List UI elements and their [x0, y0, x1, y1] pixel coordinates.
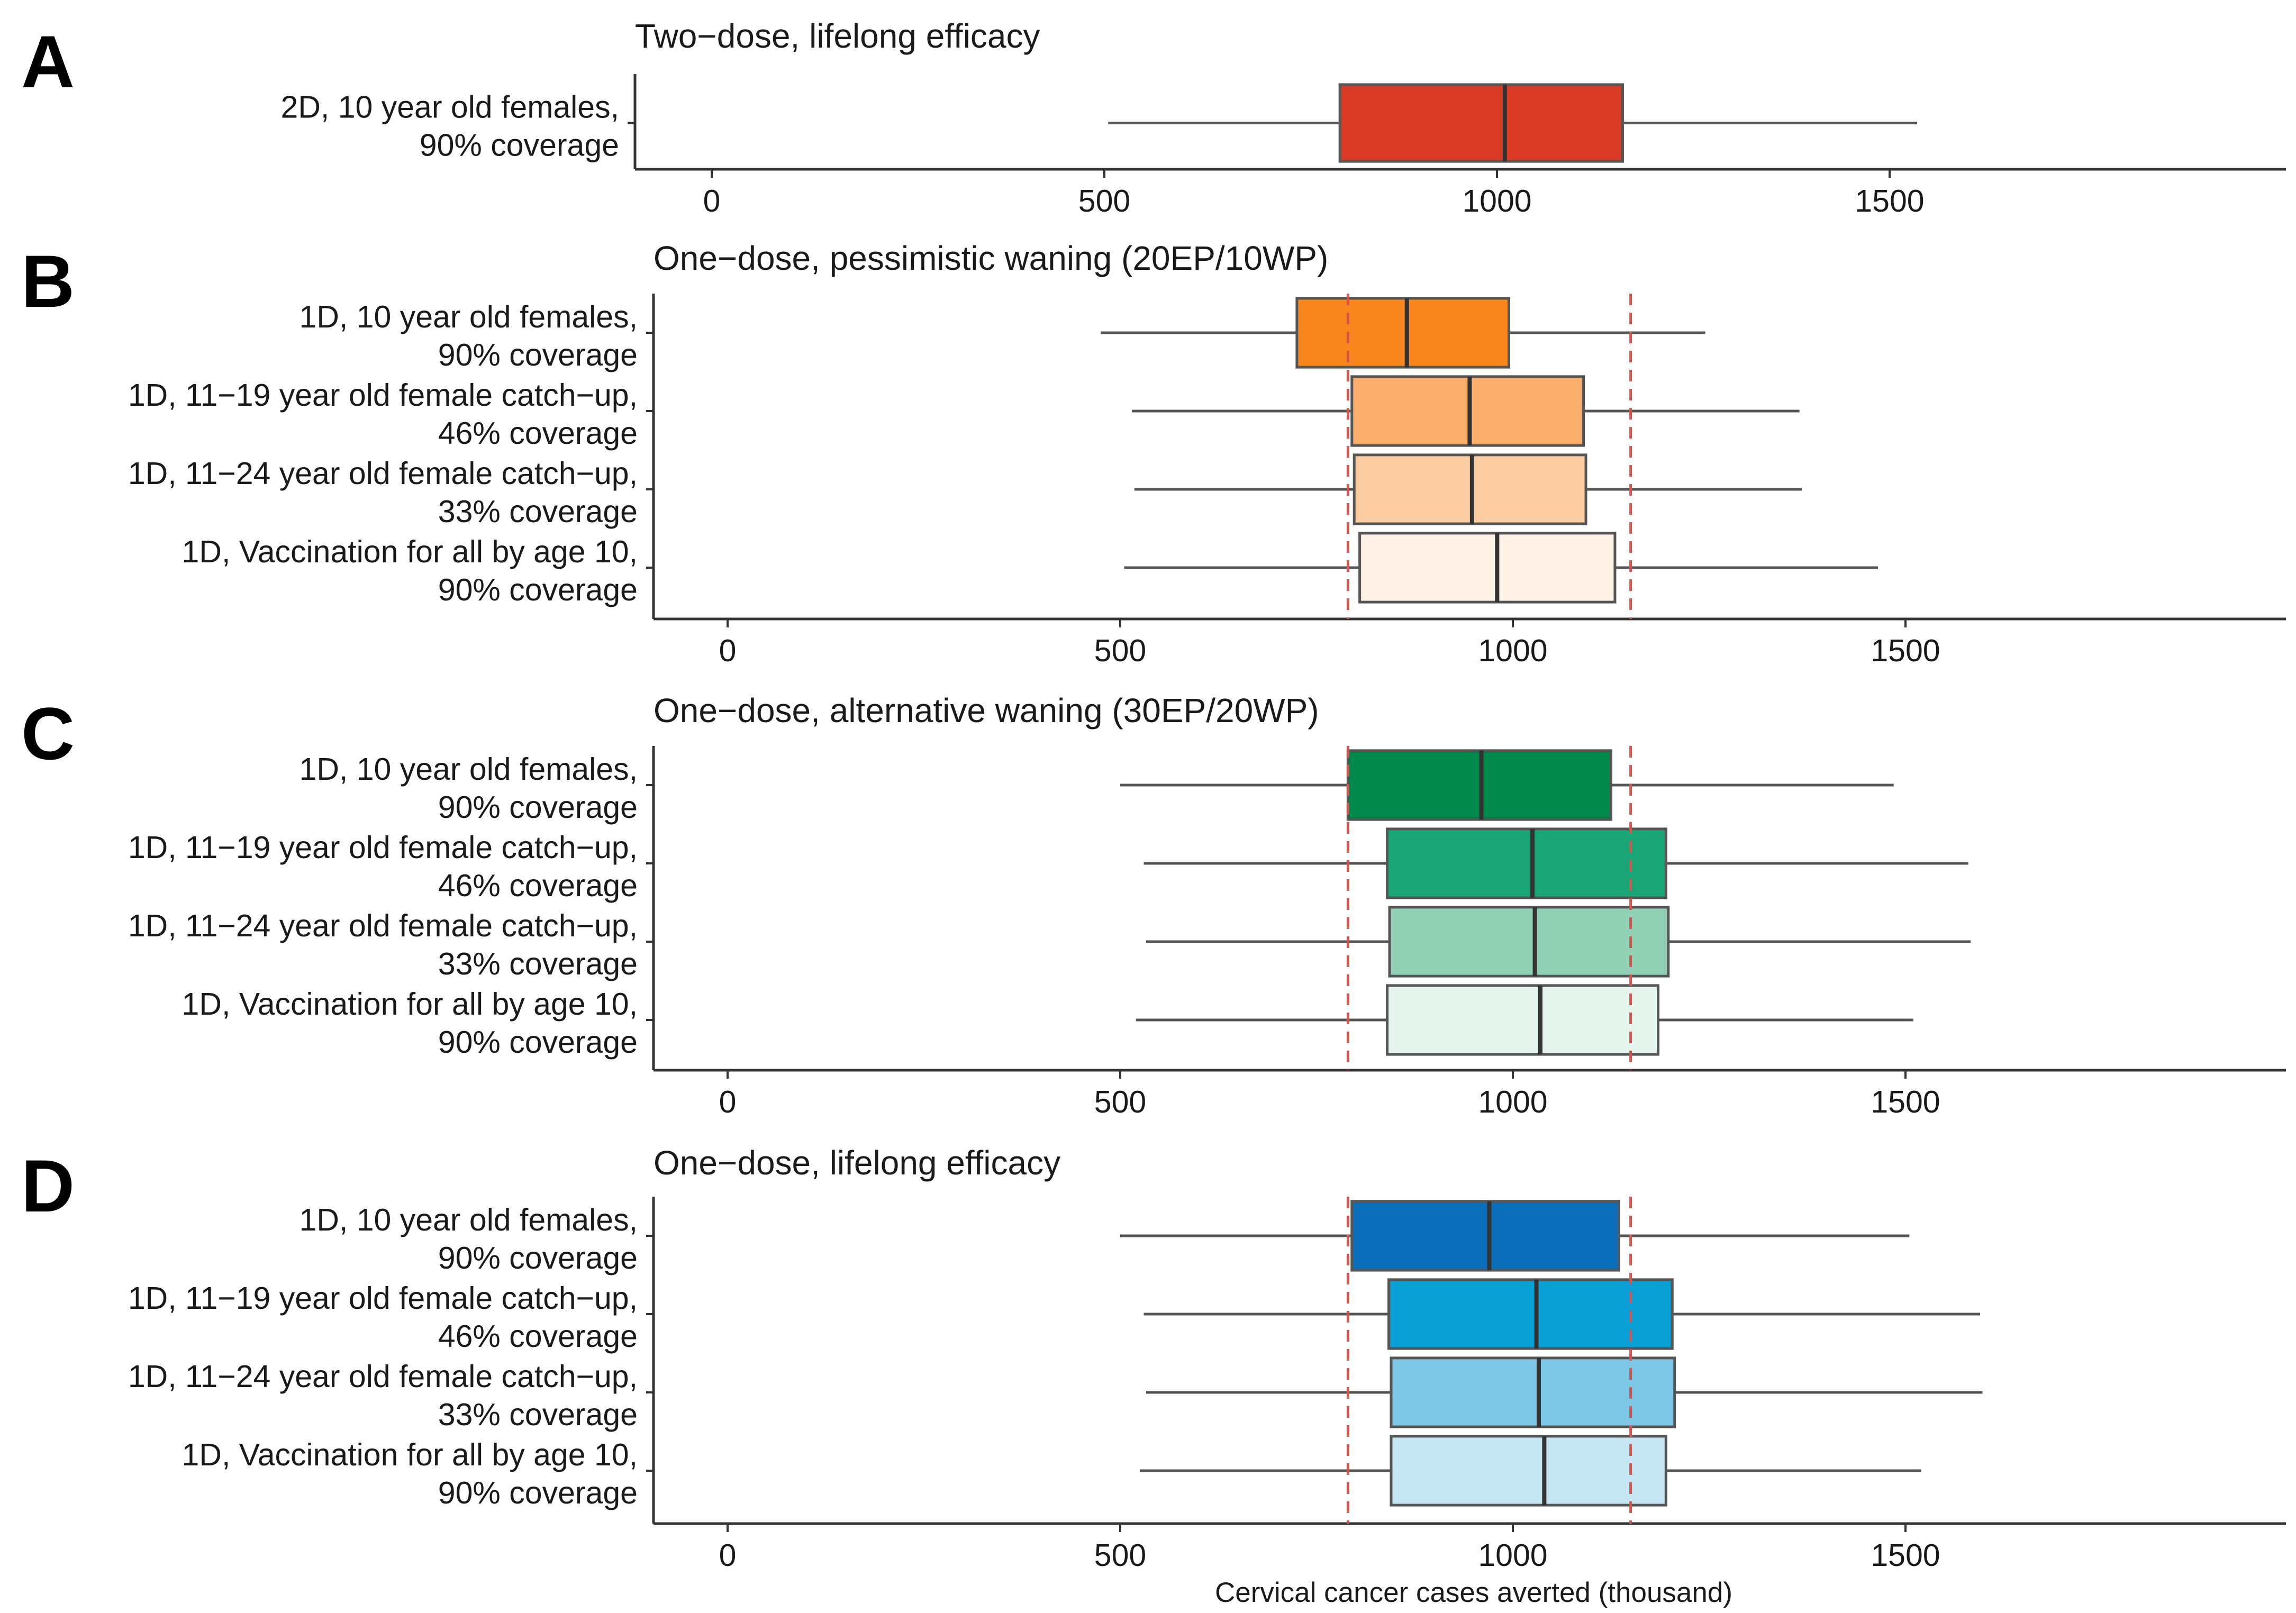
x-tick-label: 1500	[1855, 184, 1924, 218]
panel-letter: A	[21, 20, 75, 103]
x-tick-label: 0	[719, 633, 737, 668]
category-label-line1: 2D, 10 year old females,	[281, 90, 620, 125]
panel-title: One−dose, lifelong efficacy	[654, 1144, 1060, 1182]
x-tick-label: 1000	[1478, 633, 1547, 668]
x-tick-label: 500	[1078, 184, 1130, 218]
category-label-line2: 90% coverage	[438, 1241, 638, 1275]
category-label-line2: 33% coverage	[438, 946, 638, 981]
category-label-line2: 90% coverage	[438, 1475, 638, 1510]
category-label-line1: 1D, 11−24 year old female catch−up,	[128, 1359, 638, 1394]
category-label-line1: 1D, 10 year old females,	[300, 1202, 638, 1237]
category-label-line1: 1D, 11−24 year old female catch−up,	[128, 456, 638, 491]
x-tick-label: 0	[703, 184, 721, 218]
panel-letter: C	[21, 692, 75, 775]
panel-d: D One−dose, lifelong efficacy 0 500 1000 1500…	[21, 1144, 2286, 1608]
category-label-line1: 1D, 11−19 year old female catch−up,	[128, 830, 638, 865]
category-label-line1: 1D, 11−19 year old female catch−up,	[128, 1281, 638, 1316]
box-iqr	[1350, 1200, 1620, 1272]
category-label-line2: 90% coverage	[438, 1025, 638, 1060]
panel-a: A Two−dose, lifelong efficacy 0 500 1000 1500…	[21, 17, 2286, 218]
category-label-line2: 90% coverage	[438, 338, 638, 372]
category-label-line2: 33% coverage	[438, 1397, 638, 1432]
box-iqr	[1390, 1356, 1676, 1428]
panel-b: B One−dose, pessimistic waning (20EP/10WP…	[21, 239, 2286, 668]
box-row: 1D, 11−24 year old female catch−up,33% c…	[128, 453, 1802, 529]
category-label-line1: 1D, Vaccination for all by age 10,	[182, 987, 638, 1022]
x-tick-label: 1500	[1871, 1538, 1940, 1573]
panel-letter: B	[21, 240, 75, 323]
box-row: 1D, 10 year old females, 90% coverage	[300, 1200, 1910, 1275]
x-tick-label: 0	[719, 1538, 737, 1573]
x-tick-label: 500	[1094, 1538, 1146, 1573]
x-tick-label: 500	[1094, 633, 1146, 668]
category-label-line1: 1D, Vaccination for all by age 10,	[182, 1437, 638, 1472]
panel-c: C One−dose, alternative waning (30EP/20WP…	[21, 691, 2286, 1119]
category-label-line2: 46% coverage	[438, 416, 638, 451]
panel-letter: D	[21, 1144, 75, 1227]
panel-title: Two−dose, lifelong efficacy	[635, 17, 1040, 55]
x-tick-label: 1000	[1478, 1538, 1547, 1573]
category-label-line2: 90% coverage	[438, 572, 638, 607]
box-row: 1D, 11−19 year old female catch−up,46% c…	[128, 827, 1968, 903]
box-row: 1D, Vaccination for all by age 10,90% co…	[182, 984, 1913, 1060]
panel-title: One−dose, pessimistic waning (20EP/10WP)	[654, 239, 1328, 277]
category-label-line2: 46% coverage	[438, 868, 638, 903]
category-label-line2: 46% coverage	[438, 1319, 638, 1354]
x-tick-label: 1000	[1478, 1085, 1547, 1119]
box-iqr	[1387, 1278, 1674, 1350]
box-iqr	[1388, 906, 1670, 978]
box-iqr	[1338, 83, 1624, 163]
box-row: 1D, 11−24 year old female catch−up,33% c…	[128, 1356, 1983, 1432]
category-label-line1: 1D, 10 year old females,	[300, 752, 638, 787]
x-tick-label: 1000	[1462, 184, 1531, 218]
box-row: 1D, Vaccination for all by age 10,90% co…	[182, 1435, 1921, 1510]
category-label-line2: 90% coverage	[420, 128, 619, 163]
box-iqr	[1358, 532, 1617, 604]
box-iqr	[1386, 984, 1660, 1056]
category-label-line1: 1D, 10 year old females,	[300, 299, 638, 334]
category-label-line1: 1D, Vaccination for all by age 10,	[182, 534, 638, 569]
x-tick-label: 500	[1094, 1085, 1146, 1119]
panel-title: One−dose, alternative waning (30EP/20WP)	[654, 691, 1319, 730]
category-label-line1: 1D, 11−24 year old female catch−up,	[128, 908, 638, 943]
category-label-line2: 90% coverage	[438, 790, 638, 825]
box-row: 1D, 10 year old females, 90% coverage	[300, 297, 1705, 372]
x-axis-title: Cervical cancer cases averted (thousand)	[1215, 1577, 1732, 1608]
box-row: 2D, 10 year old females,90% coverage	[281, 83, 1917, 163]
box-row: 1D, 10 year old females,90% coverage	[300, 749, 1894, 825]
x-tick-label: 0	[719, 1085, 737, 1119]
box-row: 1D, 11−24 year old female catch−up,33% c…	[128, 906, 1971, 981]
box-row: 1D, 11−19 year old female catch−up,46% c…	[128, 1278, 1980, 1354]
box-iqr	[1386, 827, 1667, 899]
box-row: 1D, Vaccination for all by age 10,90% co…	[182, 532, 1878, 607]
box-iqr	[1390, 1435, 1667, 1507]
box-iqr	[1295, 297, 1511, 369]
x-tick-label: 1500	[1871, 1085, 1940, 1119]
box-row: 1D, 11−19 year old female catch−up,46% c…	[128, 375, 1800, 451]
category-label-line2: 33% coverage	[438, 494, 638, 529]
category-label-line1: 1D, 11−19 year old female catch−up,	[128, 378, 638, 413]
x-tick-label: 1500	[1871, 633, 1940, 668]
